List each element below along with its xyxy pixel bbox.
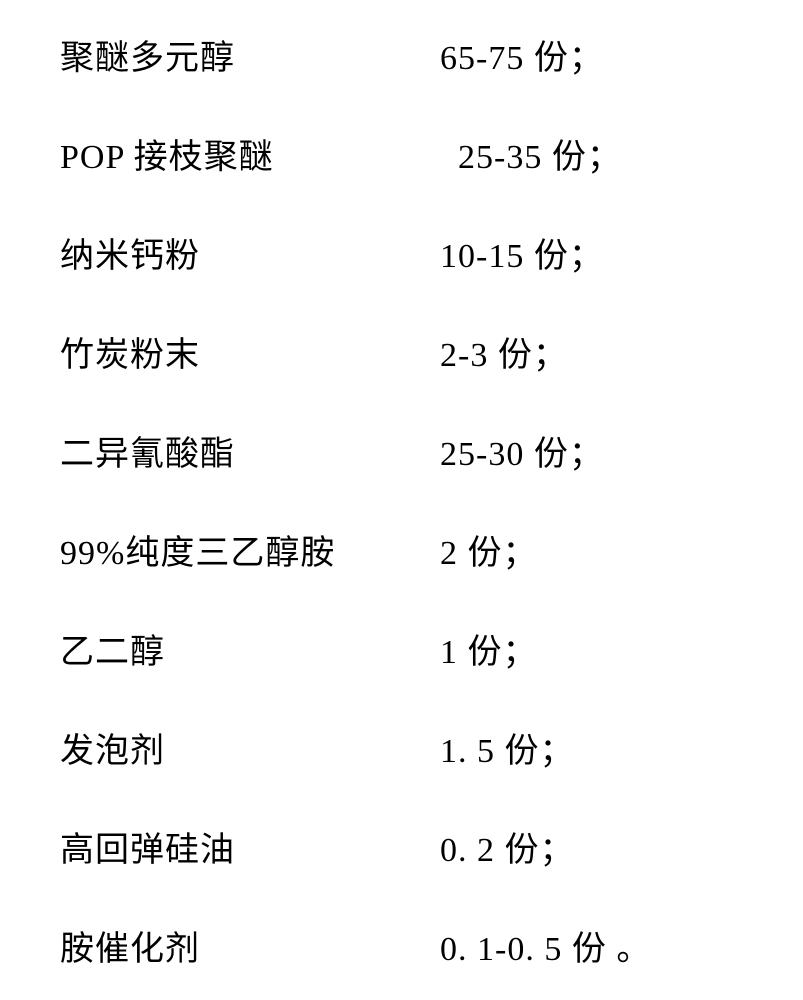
ingredient-amount: 0. 1-0. 5 份 。	[440, 921, 651, 970]
table-row: 竹炭粉末 2-3 份；	[60, 327, 723, 376]
table-row: 二异氰酸酯 25-30 份；	[60, 426, 723, 475]
table-row: 发泡剂 1. 5 份；	[60, 723, 723, 772]
ingredient-amount: 25-35 份；	[440, 129, 622, 178]
ingredient-amount: 2 份；	[440, 525, 538, 574]
table-row: 高回弹硅油 0. 2 份；	[60, 822, 723, 871]
ingredient-name: POP 接枝聚醚	[60, 129, 440, 178]
ingredient-amount: 65-75 份；	[440, 30, 604, 79]
ingredient-name: 胺催化剂	[60, 921, 440, 970]
table-row: POP 接枝聚醚 25-35 份；	[60, 129, 723, 178]
table-row: 99%纯度三乙醇胺 2 份；	[60, 525, 723, 574]
ingredient-amount: 1 份；	[440, 624, 538, 673]
ingredient-name: 纳米钙粉	[60, 228, 440, 277]
ingredient-name: 99%纯度三乙醇胺	[60, 525, 440, 574]
ingredient-name: 二异氰酸酯	[60, 426, 440, 475]
table-row: 乙二醇 1 份；	[60, 624, 723, 673]
ingredient-name: 发泡剂	[60, 723, 440, 772]
ingredient-amount: 1. 5 份；	[440, 723, 575, 772]
ingredient-name: 乙二醇	[60, 624, 440, 673]
ingredient-amount: 0. 2 份；	[440, 822, 575, 871]
ingredient-amount: 2-3 份；	[440, 327, 568, 376]
table-row: 胺催化剂 0. 1-0. 5 份 。	[60, 921, 723, 970]
ingredient-table: 聚醚多元醇 65-75 份； POP 接枝聚醚 25-35 份； 纳米钙粉 10…	[0, 0, 803, 1000]
ingredient-name: 高回弹硅油	[60, 822, 440, 871]
ingredient-amount: 10-15 份；	[440, 228, 604, 277]
ingredient-amount: 25-30 份；	[440, 426, 604, 475]
table-row: 聚醚多元醇 65-75 份；	[60, 30, 723, 79]
table-row: 纳米钙粉 10-15 份；	[60, 228, 723, 277]
ingredient-name: 竹炭粉末	[60, 327, 440, 376]
ingredient-name: 聚醚多元醇	[60, 30, 440, 79]
